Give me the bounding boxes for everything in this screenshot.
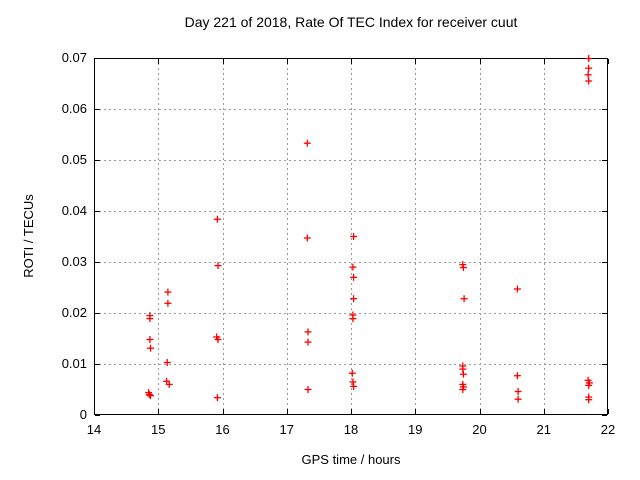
data-point-marker: [350, 233, 358, 240]
x-tick-label: 17: [279, 422, 294, 437]
x-axis-label: GPS time / hours: [301, 452, 401, 467]
data-point-marker: [304, 328, 312, 336]
data-point-marker: [303, 139, 311, 147]
y-tick-label: 0: [79, 407, 87, 422]
data-point-marker: [163, 359, 171, 366]
x-tick-label: 15: [151, 422, 166, 437]
data-point-marker: [459, 264, 467, 272]
data-point-marker: [147, 392, 154, 400]
y-tick-label: 0.03: [61, 254, 87, 269]
data-point-marker: [585, 77, 593, 85]
data-point-marker: [164, 299, 172, 307]
data-point-marker: [303, 234, 311, 242]
data-point-marker: [585, 381, 593, 389]
plot-area: [94, 55, 609, 416]
data-point-marker: [349, 315, 357, 323]
data-point-marker: [165, 380, 173, 388]
x-tick-label: 20: [472, 422, 487, 437]
data-point-marker: [585, 55, 593, 62]
data-point-marker: [349, 263, 357, 271]
data-point-marker: [585, 64, 593, 72]
data-point-marker: [514, 388, 522, 395]
data-point-marker: [584, 71, 592, 79]
x-tick-label: 19: [408, 422, 423, 437]
x-tick-label: 18: [343, 422, 359, 437]
data-point-marker: [213, 215, 221, 223]
y-tick-label: 0.06: [61, 101, 87, 116]
x-tick-label: 16: [215, 422, 230, 437]
data-point-marker: [214, 336, 222, 343]
x-tick-label: 22: [600, 422, 616, 437]
data-point-marker: [145, 391, 153, 399]
y-tick-label: 0.01: [61, 356, 87, 371]
data-point-marker: [164, 288, 172, 296]
data-point-marker: [459, 370, 467, 378]
data-point-marker: [513, 372, 521, 380]
y-tick-label: 0.04: [61, 203, 87, 218]
data-point-marker: [304, 386, 312, 393]
data-point-marker: [348, 369, 356, 377]
data-point-marker: [213, 394, 221, 402]
data-point-marker: [146, 336, 154, 343]
data-point-marker: [513, 285, 521, 293]
x-tick-label: 21: [536, 422, 551, 437]
data-point-marker: [350, 273, 358, 281]
data-point-marker: [350, 295, 358, 303]
data-point-marker: [460, 295, 468, 303]
y-tick-label: 0.05: [61, 152, 87, 167]
data-point-marker: [146, 315, 154, 323]
data-point-marker: [350, 382, 358, 390]
y-tick-label: 0.02: [61, 305, 87, 320]
data-point-marker: [514, 395, 522, 403]
data-point-marker: [147, 344, 154, 352]
data-point-marker: [304, 338, 312, 346]
data-point-marker: [214, 262, 222, 270]
chart-title: Day 221 of 2018, Rate Of TEC Index for r…: [184, 14, 518, 30]
data-point-marker: [585, 396, 593, 404]
y-tick-label: 0.07: [61, 50, 87, 65]
data-point-marker: [349, 378, 357, 386]
x-tick-label: 14: [86, 422, 102, 437]
data-point-marker: [459, 386, 467, 393]
